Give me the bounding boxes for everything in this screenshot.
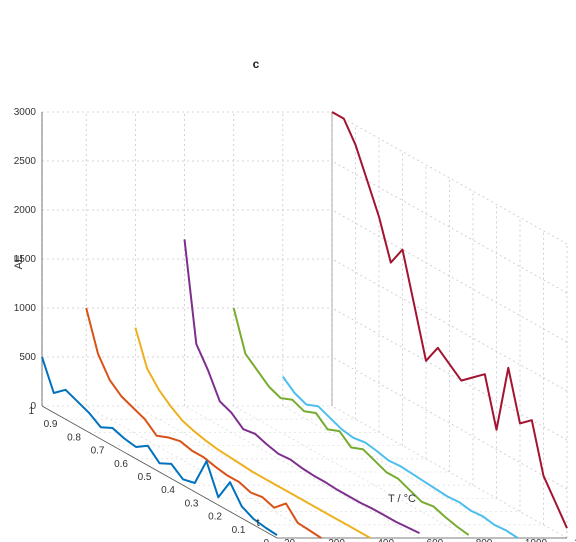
x-tick-label: 0.3 [185,498,199,509]
y-tick-label: 600 [427,538,444,542]
x-tick-label: 0.6 [114,459,128,470]
x-tick-label: 0.1 [232,525,246,536]
x-tick-label: 0.4 [161,485,175,496]
chart-title: c [253,57,260,71]
x-axis-label: t [256,517,259,529]
z-tick-label: 1000 [14,303,37,314]
x-tick-label: 0.7 [91,446,105,457]
y-tick-label: 200 [328,538,345,542]
x-tick-label: 1 [28,406,34,417]
y-tick-label: 20 [284,538,296,542]
z-tick-label: 3000 [14,107,37,118]
x-tick-label: 0.5 [138,472,152,483]
series-line [85,307,322,539]
y-tick-label: 800 [476,538,493,542]
series-line [183,239,420,535]
y-axis-label: T / °C [388,493,416,505]
series-line [232,307,470,536]
x-axis-line [41,405,278,539]
y-tick-label: 1000 [525,538,548,542]
x-tick-label: 0.9 [44,419,58,430]
y-tick-label: 400 [377,538,394,542]
x-tick-label: 0 [263,538,269,542]
x-tick-label: 0.8 [67,432,81,443]
z-axis-label: AE [13,255,25,270]
axes-grid [41,111,568,539]
x-tick-label: 0.2 [208,512,222,523]
series-line [281,376,519,539]
z-tick-label: 2000 [14,205,37,216]
tick-labels: 0 500 1000 1500 2000 2500 3000 0 0.1 0.2 0.3 0.4 0.5… [14,107,576,542]
series-line [331,111,568,529]
z-tick-label: 500 [19,352,36,363]
z-tick-label: 0 [30,401,36,412]
z-tick-label: 1500 [14,254,37,265]
series-line [134,327,371,539]
z-tick-label: 2500 [14,156,37,167]
series-lines [41,111,568,539]
series-line [41,356,278,536]
y-tick-label: 1200 [574,538,576,542]
